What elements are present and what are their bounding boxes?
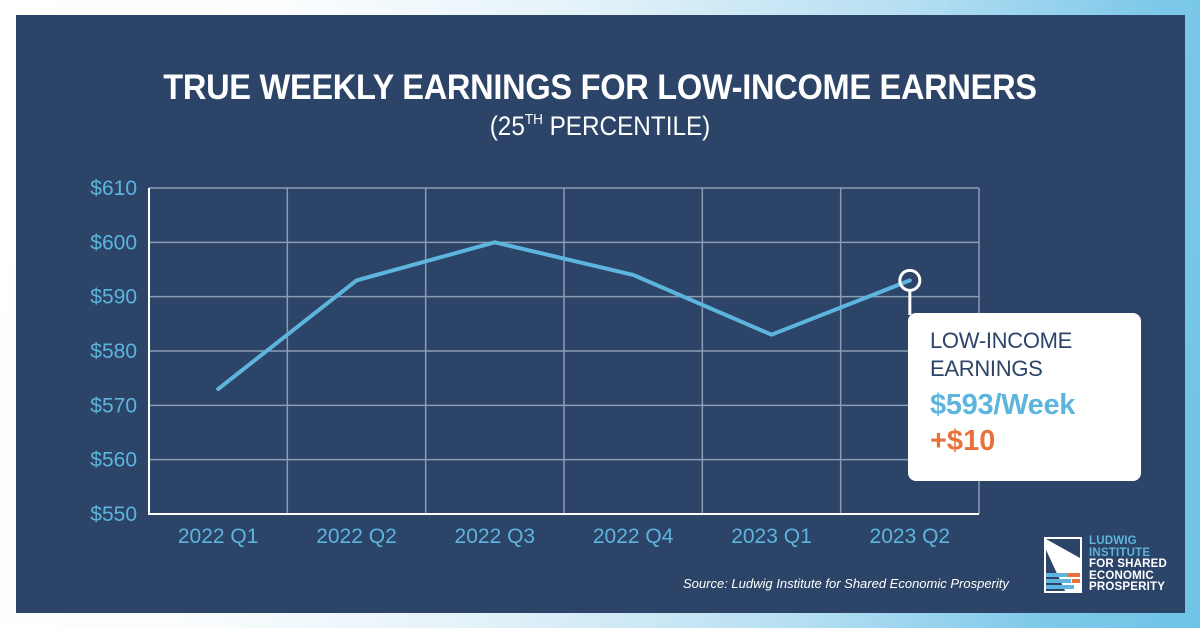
x-tick-label: 2023 Q1 (731, 525, 812, 548)
source-note: Source: Ludwig Institute for Shared Econ… (683, 576, 1009, 591)
highlight-marker (898, 268, 922, 292)
logo-line-5: PROSPERITY (1089, 581, 1166, 593)
x-tick-label: 2022 Q2 (316, 525, 397, 548)
y-tick-label: $560 (90, 449, 137, 472)
earnings-line (216, 240, 912, 391)
subtitle-prefix: (25 (489, 111, 525, 141)
logo-line-1: LUDWIG (1089, 535, 1137, 547)
x-tick-label: 2022 Q3 (455, 525, 536, 548)
x-axis-labels: 2022 Q1 2022 Q2 2022 Q3 2022 Q4 2023 Q1 2023 … (178, 525, 950, 548)
logo-line-2: INSTITUTE (1089, 546, 1151, 559)
x-tick-label: 2022 Q1 (178, 525, 259, 548)
x-tick-label: 2023 Q2 (870, 525, 951, 548)
y-tick-label: $580 (90, 340, 137, 363)
y-tick-label: $550 (90, 503, 137, 526)
chart-subtitle: (25TH PERCENTILE) (60, 108, 1140, 144)
logo-mark-icon (1044, 537, 1082, 593)
callout-box: LOW-INCOME EARNINGS $593/Week +$10 (908, 313, 1141, 481)
ludwig-institute-logo: LUDWIG INSTITUTE FOR SHARED ECONOMIC PRO… (1043, 535, 1171, 595)
axis-lines (148, 188, 979, 515)
y-tick-label: $610 (90, 177, 137, 200)
x-tick-label: 2022 Q4 (593, 525, 674, 548)
y-tick-label: $600 (90, 231, 137, 254)
callout-label-line2: EARNINGS (930, 356, 1043, 381)
callout-change: +$10 (930, 425, 996, 457)
grid-lines (149, 187, 980, 514)
callout-value: $593/Week (930, 389, 1076, 421)
y-axis-labels: $550 $560 $570 $580 $590 $600 $610 (90, 177, 137, 526)
y-tick-label: $570 (90, 394, 137, 417)
y-tick-label: $590 (90, 286, 137, 309)
axes (148, 188, 979, 515)
callout-label-line1: LOW-INCOME (930, 328, 1073, 353)
logo-wordmark: LUDWIG INSTITUTE FOR SHARED ECONOMIC PRO… (1089, 535, 1168, 594)
subtitle-suffix: PERCENTILE) (542, 111, 711, 141)
subtitle-superscript: TH (524, 111, 543, 128)
chart-title: TRUE WEEKLY EARNINGS FOR LOW-INCOME EARN… (163, 68, 1037, 107)
logo-line-3: FOR SHARED (1089, 558, 1168, 570)
logo-line-4: ECONOMIC (1089, 569, 1154, 582)
